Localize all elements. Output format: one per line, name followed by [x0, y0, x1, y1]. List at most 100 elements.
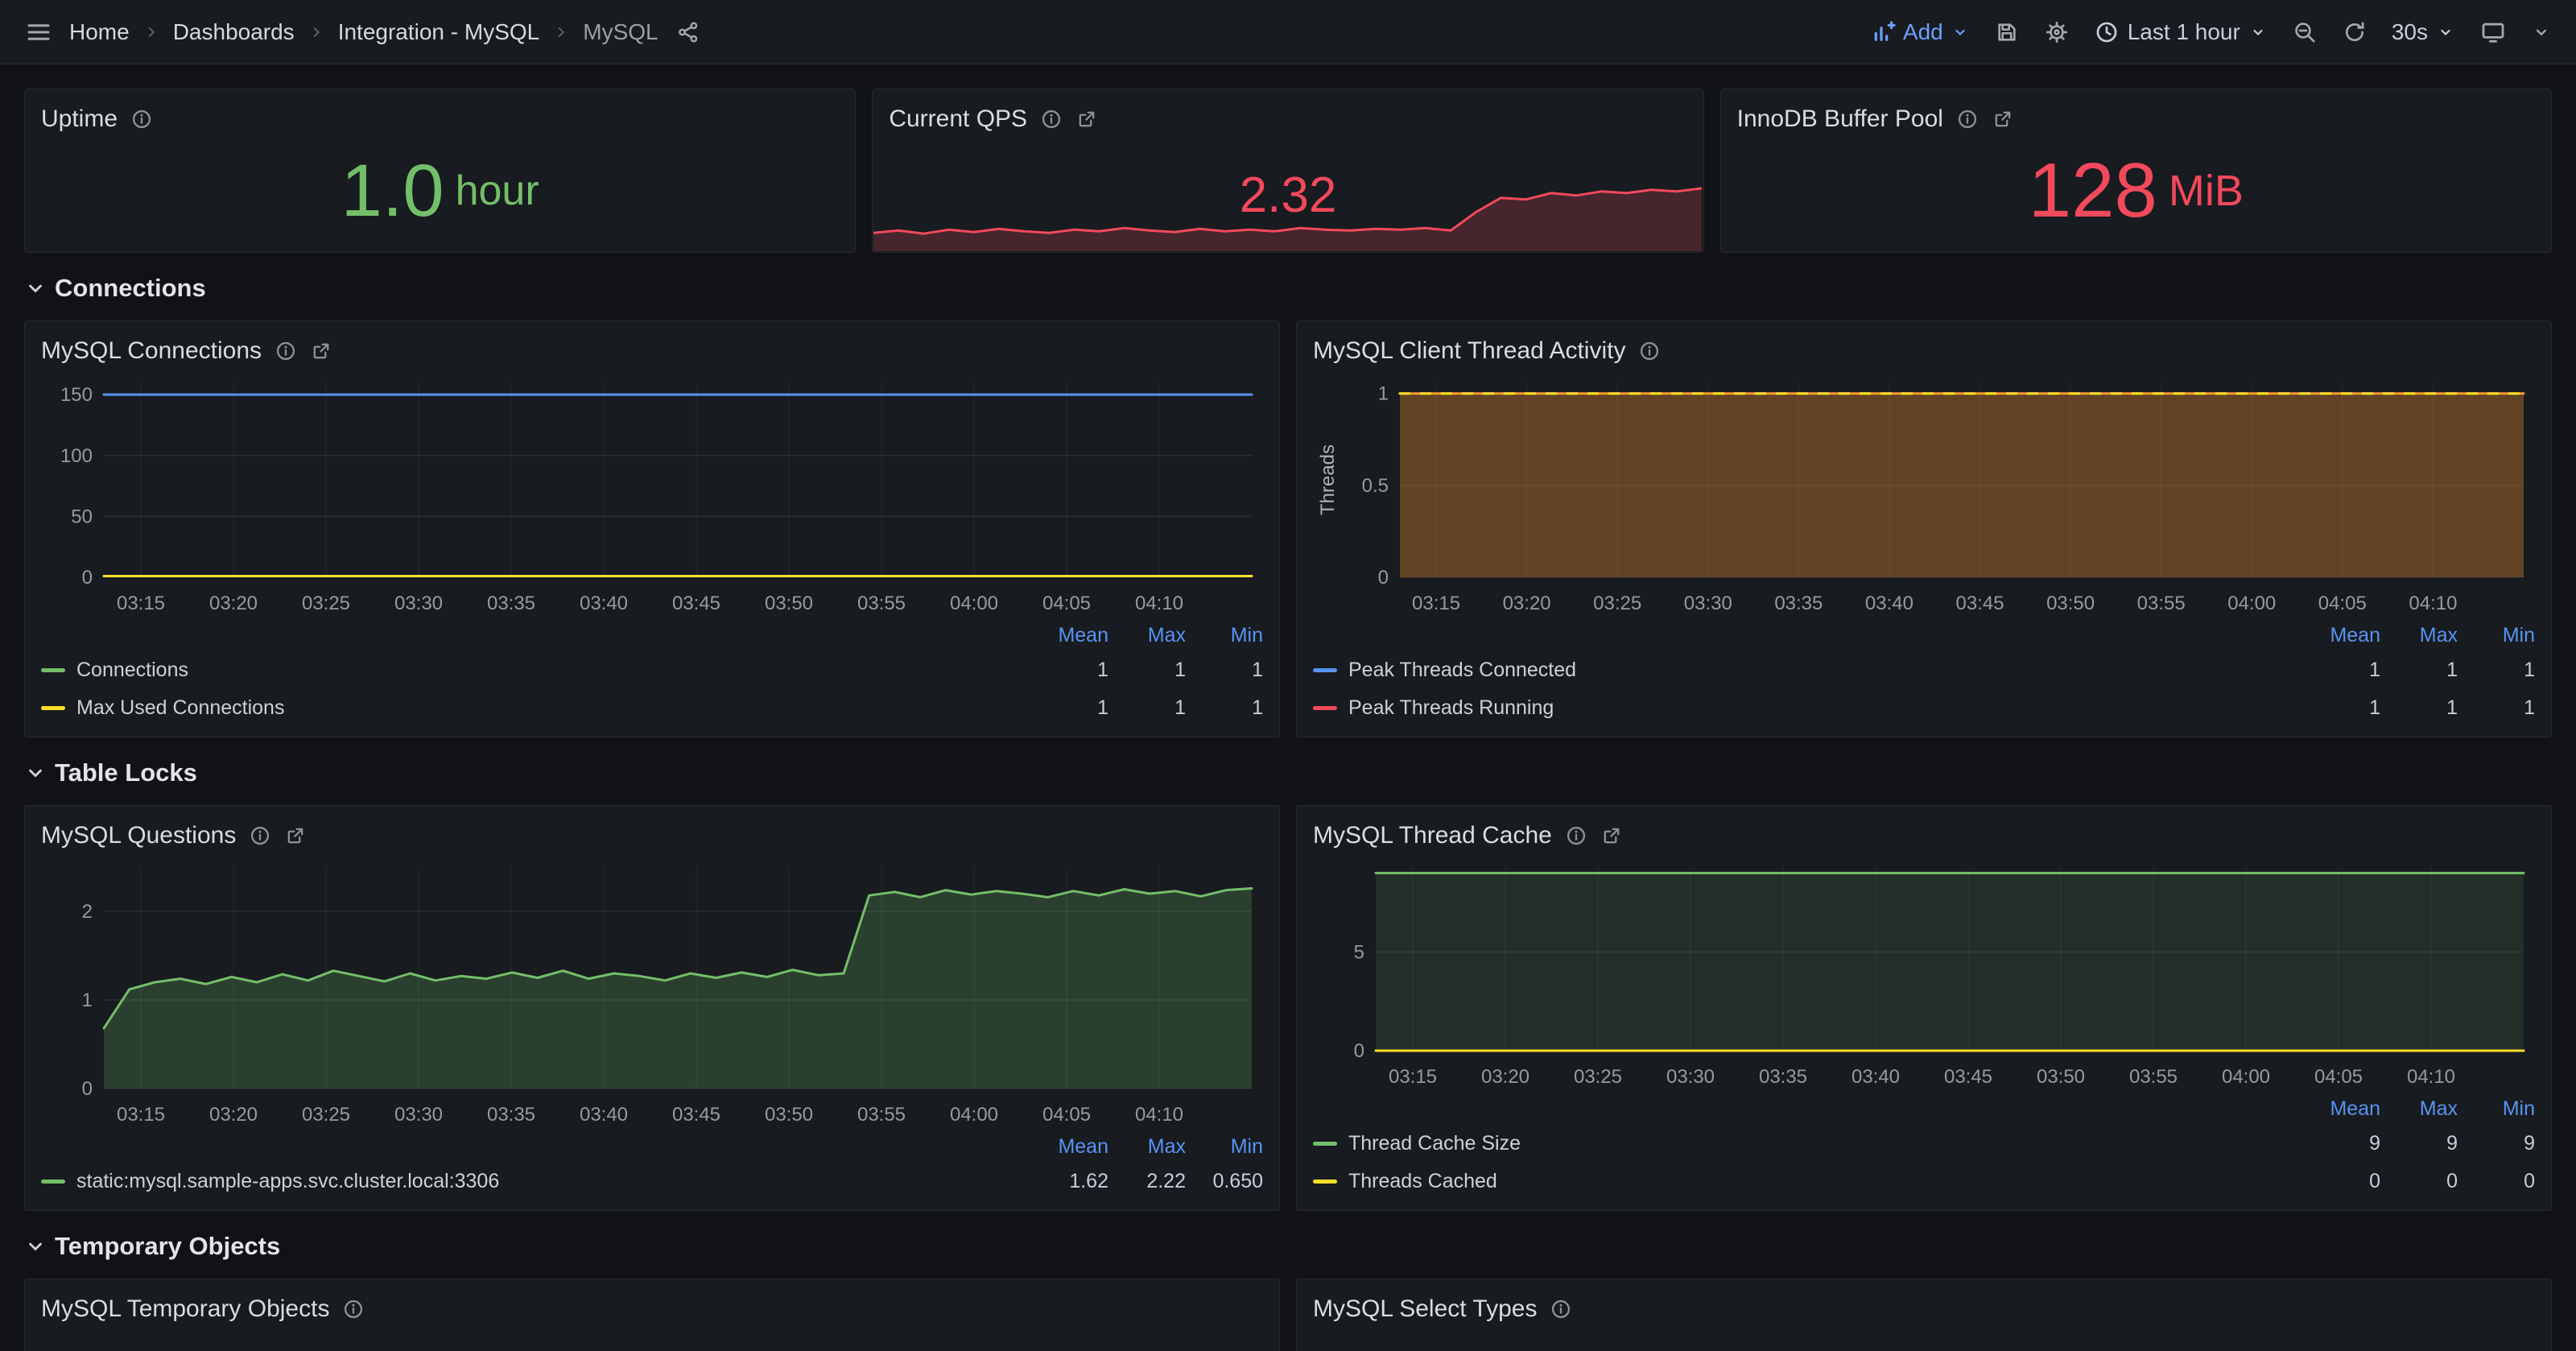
- panel-title[interactable]: Current QPS: [889, 105, 1028, 132]
- innodb-value: 128: [2028, 147, 2157, 233]
- uptime-unit: hour: [455, 167, 539, 214]
- external-link-icon[interactable]: [1992, 108, 2014, 130]
- info-icon[interactable]: [1040, 108, 1063, 130]
- tv-mode-icon[interactable]: [2479, 19, 2507, 46]
- info-icon[interactable]: [1550, 1298, 1572, 1320]
- panel-title[interactable]: Uptime: [41, 105, 118, 132]
- add-button[interactable]: Add: [1870, 19, 1970, 45]
- panel-title[interactable]: MySQL Thread Cache: [1313, 822, 1552, 849]
- legend-col-max[interactable]: Max: [2419, 623, 2458, 647]
- svg-text:0: 0: [82, 567, 93, 589]
- info-icon[interactable]: [1956, 108, 1979, 130]
- kiosk-caret-icon[interactable]: [2531, 22, 2552, 43]
- legend-row[interactable]: Peak Threads Connected 1 1 1: [1313, 651, 2535, 689]
- svg-text:04:10: 04:10: [2409, 593, 2457, 614]
- panel-title[interactable]: MySQL Questions: [41, 822, 237, 849]
- legend-header: Mean Max Min: [1313, 1093, 2535, 1125]
- panel-mysql-client-thread-activity: MySQL Client Thread Activity 03:15 03:20 0…: [1296, 320, 2552, 737]
- info-icon[interactable]: [275, 340, 297, 362]
- legend-row[interactable]: Threads Cached 0 0 0: [1313, 1163, 2535, 1200]
- info-icon[interactable]: [130, 108, 153, 130]
- series-color-swatch: [1313, 1180, 1337, 1184]
- info-icon[interactable]: [1565, 824, 1587, 847]
- breadcrumb-home[interactable]: Home: [69, 19, 130, 44]
- external-link-icon[interactable]: [1600, 824, 1623, 847]
- section-table-locks[interactable]: Table Locks: [24, 758, 2552, 787]
- refresh-interval-dropdown[interactable]: 30s: [2392, 19, 2455, 45]
- legend-col-max[interactable]: Max: [1147, 623, 1186, 647]
- svg-text:5: 5: [1354, 941, 1364, 963]
- info-icon[interactable]: [249, 824, 271, 847]
- legend-col-mean[interactable]: Mean: [1058, 623, 1108, 647]
- chevron-down-icon: [29, 1242, 42, 1251]
- external-link-icon[interactable]: [310, 340, 332, 362]
- chart-mysql-connections[interactable]: 03:15 03:20 03:25 03:30 03:35 03:40 03:45 03:50…: [41, 373, 1263, 619]
- legend-row[interactable]: Connections 1 1 1: [41, 651, 1263, 689]
- legend-value: 1: [2446, 696, 2458, 719]
- chart-mysql-client-thread-activity[interactable]: 03:15 03:20 03:25 03:30 03:35 03:40 03:45 03:50…: [1313, 373, 2535, 619]
- series-name: Connections: [76, 659, 188, 681]
- legend-col-min[interactable]: Min: [1230, 623, 1263, 647]
- svg-text:03:55: 03:55: [2129, 1066, 2178, 1088]
- info-icon[interactable]: [1638, 340, 1661, 362]
- legend-col-mean[interactable]: Mean: [2330, 1097, 2380, 1120]
- stat-row: Uptime 1.0 hour Current QPS 2.32 InnoDB …: [24, 89, 2552, 253]
- legend-row[interactable]: Thread Cache Size 9 9 9: [1313, 1125, 2535, 1163]
- share-icon[interactable]: [676, 20, 700, 44]
- legend-col-mean[interactable]: Mean: [2330, 623, 2380, 647]
- svg-text:03:20: 03:20: [1503, 593, 1551, 614]
- chart-plus-icon: [1874, 20, 1896, 41]
- section-connections[interactable]: Connections: [24, 274, 2552, 303]
- legend-col-max[interactable]: Max: [2419, 1097, 2458, 1120]
- legend-col-max[interactable]: Max: [1147, 1134, 1186, 1158]
- chart-mysql-questions[interactable]: 03:15 03:20 03:25 03:30 03:35 03:40 03:45 03:50…: [41, 857, 1263, 1130]
- panel-title[interactable]: MySQL Temporary Objects: [41, 1295, 330, 1322]
- panel-current-qps: Current QPS 2.32: [872, 89, 1704, 253]
- svg-text:03:50: 03:50: [765, 1104, 813, 1126]
- svg-text:03:35: 03:35: [1759, 1066, 1807, 1088]
- series-color-swatch: [1313, 668, 1337, 672]
- menu-icon[interactable]: [24, 18, 53, 47]
- info-icon[interactable]: [342, 1298, 365, 1320]
- refresh-interval-label: 30s: [2391, 19, 2428, 44]
- svg-text:0.5: 0.5: [1362, 475, 1389, 497]
- legend: Mean Max Min Connections 1 1 1 Max Used Connect…: [41, 619, 1263, 727]
- legend-col-min[interactable]: Min: [2502, 1097, 2535, 1120]
- svg-text:03:45: 03:45: [672, 593, 720, 614]
- legend-header: Mean Max Min: [41, 1130, 1263, 1163]
- panel-title[interactable]: MySQL Client Thread Activity: [1313, 337, 1626, 364]
- legend-value: 0: [2446, 1170, 2458, 1192]
- legend-row[interactable]: Peak Threads Running 1 1 1: [1313, 689, 2535, 727]
- breadcrumb-mysql[interactable]: MySQL: [583, 19, 658, 44]
- external-link-icon[interactable]: [1075, 108, 1098, 130]
- refresh-icon[interactable]: [2342, 19, 2368, 45]
- time-range-picker[interactable]: Last 1 hour: [2094, 19, 2268, 45]
- svg-text:1: 1: [82, 989, 93, 1011]
- legend-col-mean[interactable]: Mean: [1058, 1134, 1108, 1158]
- legend-row[interactable]: Max Used Connections 1 1 1: [41, 689, 1263, 727]
- clock-icon: [2096, 22, 2117, 42]
- panel-title[interactable]: MySQL Connections: [41, 337, 262, 364]
- panel-title[interactable]: MySQL Select Types: [1313, 1295, 1538, 1322]
- save-icon[interactable]: [1994, 19, 2020, 45]
- zoom-out-icon[interactable]: [2292, 19, 2318, 45]
- chart-mysql-thread-cache[interactable]: 03:15 03:20 03:25 03:30 03:35 03:40 03:45 03:50…: [1313, 857, 2535, 1093]
- svg-text:04:00: 04:00: [950, 1104, 998, 1126]
- settings-gear-icon[interactable]: [2044, 19, 2070, 45]
- legend-col-min[interactable]: Min: [2502, 623, 2535, 647]
- svg-text:03:40: 03:40: [580, 593, 628, 614]
- top-navbar: Home Dashboards Integration - MySQL MySQ…: [0, 0, 2576, 64]
- innodb-stat: 128 MiB: [1721, 130, 2551, 252]
- svg-text:04:00: 04:00: [2222, 1066, 2270, 1088]
- svg-text:03:35: 03:35: [487, 1104, 535, 1126]
- breadcrumb-integration-mysql[interactable]: Integration - MySQL: [337, 19, 540, 44]
- svg-text:03:20: 03:20: [209, 1104, 258, 1126]
- add-button-label: Add: [1902, 19, 1943, 44]
- breadcrumb-dashboards[interactable]: Dashboards: [172, 19, 295, 44]
- panel-title[interactable]: InnoDB Buffer Pool: [1736, 105, 1943, 132]
- legend-col-min[interactable]: Min: [1230, 1134, 1263, 1158]
- legend-row[interactable]: static:mysql.sample-apps.svc.cluster.loc…: [41, 1163, 1263, 1200]
- section-temporary-objects[interactable]: Temporary Objects: [24, 1232, 2552, 1261]
- external-link-icon[interactable]: [284, 824, 307, 847]
- svg-text:03:40: 03:40: [580, 1104, 628, 1126]
